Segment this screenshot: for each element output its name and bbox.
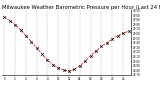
Text: Milwaukee Weather Barometric Pressure per Hour (Last 24 Hours): Milwaukee Weather Barometric Pressure pe… bbox=[2, 5, 160, 10]
